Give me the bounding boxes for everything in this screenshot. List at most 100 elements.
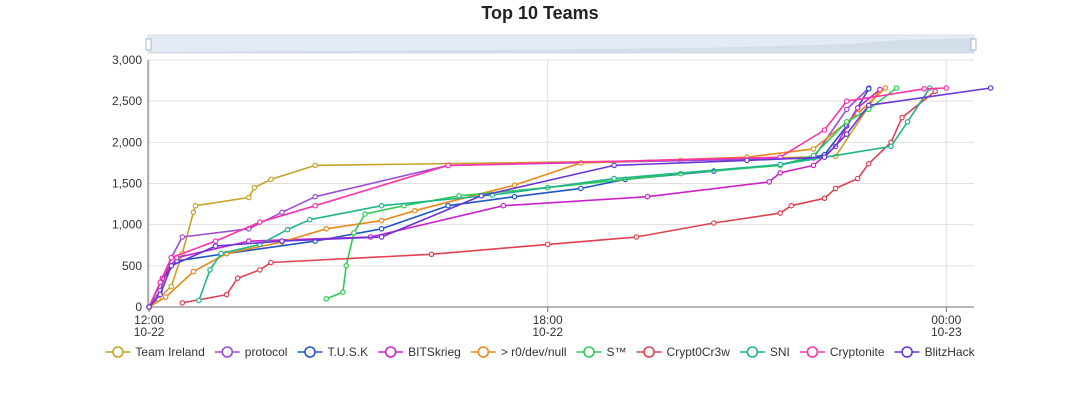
- data-point[interactable]: [234, 275, 241, 282]
- data-point[interactable]: [777, 210, 784, 216]
- data-point[interactable]: [268, 259, 274, 266]
- data-point[interactable]: [246, 238, 252, 244]
- data-point[interactable]: [821, 195, 828, 202]
- data-point[interactable]: [777, 170, 784, 176]
- data-point[interactable]: [212, 238, 219, 244]
- data-point[interactable]: [323, 226, 330, 232]
- data-point[interactable]: [279, 238, 285, 244]
- data-point[interactable]: [445, 202, 451, 209]
- legend-item[interactable]: > r0/dev/null: [470, 345, 567, 359]
- data-point[interactable]: [511, 182, 518, 188]
- data-point[interactable]: [306, 216, 313, 223]
- zoom-slider-left-handle[interactable]: [145, 38, 152, 51]
- data-point[interactable]: [279, 209, 285, 216]
- data-point[interactable]: [854, 175, 861, 182]
- data-point[interactable]: [843, 119, 850, 125]
- data-point[interactable]: [351, 230, 357, 236]
- data-point[interactable]: [987, 85, 994, 91]
- data-point[interactable]: [578, 185, 584, 192]
- data-point[interactable]: [362, 211, 368, 217]
- data-point[interactable]: [378, 226, 385, 232]
- data-point[interactable]: [877, 86, 883, 93]
- data-point[interactable]: [821, 154, 828, 161]
- data-zoom-slider[interactable]: [145, 34, 977, 54]
- data-point[interactable]: [256, 219, 263, 226]
- data-point[interactable]: [788, 202, 795, 209]
- data-point[interactable]: [633, 234, 640, 240]
- data-point[interactable]: [207, 267, 213, 273]
- legend-item[interactable]: protocol: [214, 345, 288, 359]
- data-point[interactable]: [744, 157, 750, 164]
- data-point[interactable]: [810, 162, 817, 169]
- data-point[interactable]: [223, 291, 230, 298]
- data-point[interactable]: [196, 297, 202, 304]
- data-point[interactable]: [312, 193, 319, 200]
- data-point[interactable]: [162, 294, 169, 300]
- data-point[interactable]: [865, 160, 872, 167]
- data-point[interactable]: [611, 162, 617, 169]
- data-point[interactable]: [544, 241, 551, 248]
- data-point[interactable]: [766, 179, 773, 185]
- legend-item[interactable]: Team Ireland: [105, 345, 205, 359]
- data-point[interactable]: [378, 202, 385, 209]
- data-point[interactable]: [251, 184, 258, 191]
- data-point[interactable]: [212, 243, 219, 249]
- legend-item[interactable]: BITSkrieg: [378, 345, 461, 359]
- data-point[interactable]: [218, 250, 224, 257]
- data-point[interactable]: [445, 162, 451, 169]
- data-point[interactable]: [644, 193, 651, 200]
- data-point[interactable]: [179, 300, 186, 306]
- data-point[interactable]: [146, 304, 152, 310]
- data-point[interactable]: [865, 86, 872, 92]
- data-point[interactable]: [312, 162, 319, 169]
- data-point[interactable]: [256, 267, 263, 273]
- data-point[interactable]: [179, 234, 186, 240]
- data-point[interactable]: [190, 268, 197, 275]
- data-point[interactable]: [246, 194, 252, 201]
- data-point[interactable]: [854, 105, 861, 111]
- data-point[interactable]: [904, 119, 911, 125]
- data-point[interactable]: [777, 161, 784, 168]
- data-point[interactable]: [323, 295, 330, 302]
- data-point[interactable]: [378, 234, 385, 240]
- data-point[interactable]: [378, 217, 385, 224]
- data-point[interactable]: [932, 88, 939, 95]
- data-point[interactable]: [284, 226, 291, 233]
- data-point[interactable]: [312, 202, 319, 209]
- data-point[interactable]: [843, 98, 850, 105]
- data-point[interactable]: [192, 202, 199, 209]
- data-point[interactable]: [843, 106, 850, 113]
- data-point[interactable]: [888, 143, 894, 150]
- data-point[interactable]: [478, 193, 485, 199]
- legend-item[interactable]: Crypt0Cr3w: [636, 345, 731, 359]
- data-point[interactable]: [810, 146, 817, 152]
- data-point[interactable]: [865, 102, 872, 109]
- legend-item[interactable]: Cryptonite: [799, 345, 885, 359]
- data-point[interactable]: [428, 251, 435, 258]
- data-point[interactable]: [611, 175, 617, 182]
- data-point[interactable]: [710, 220, 717, 226]
- legend-item[interactable]: S™: [576, 345, 627, 359]
- data-point[interactable]: [343, 262, 350, 269]
- data-point[interactable]: [882, 85, 889, 91]
- data-point[interactable]: [157, 291, 164, 298]
- data-point[interactable]: [832, 185, 839, 192]
- data-point[interactable]: [821, 127, 828, 133]
- data-point[interactable]: [340, 289, 346, 296]
- data-point[interactable]: [168, 254, 175, 261]
- data-point[interactable]: [268, 176, 274, 183]
- legend-item[interactable]: BlitzHack: [894, 345, 976, 359]
- data-point[interactable]: [899, 114, 905, 121]
- data-point[interactable]: [893, 85, 900, 91]
- data-point[interactable]: [500, 202, 507, 209]
- data-point[interactable]: [168, 283, 175, 290]
- legend-item[interactable]: SNI: [739, 345, 790, 359]
- data-point[interactable]: [190, 209, 197, 216]
- data-point[interactable]: [843, 131, 850, 137]
- data-point[interactable]: [511, 193, 518, 200]
- data-point[interactable]: [157, 279, 164, 286]
- data-point[interactable]: [943, 85, 950, 91]
- zoom-slider-right-handle[interactable]: [970, 38, 977, 51]
- data-point[interactable]: [168, 262, 175, 269]
- legend-item[interactable]: T.U.S.K: [297, 345, 368, 359]
